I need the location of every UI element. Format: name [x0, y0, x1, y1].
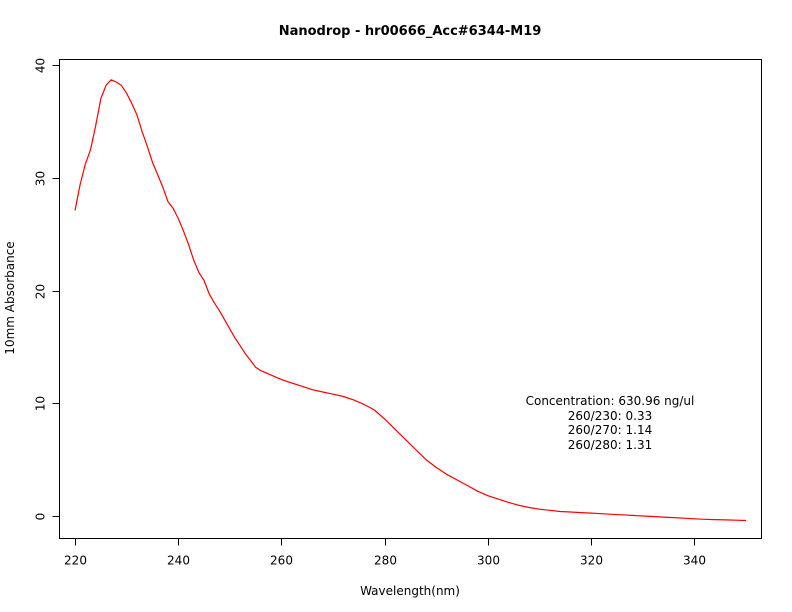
x-tick-label: 320 [580, 554, 603, 568]
y-tick-label: 20 [34, 284, 48, 299]
stats-annotation: Concentration: 630.96 ng/ul 260/230: 0.3… [526, 394, 695, 452]
x-tick-label: 240 [167, 554, 190, 568]
ratio-260-280-text: 260/280: 1.31 [568, 438, 652, 452]
x-tick-label: 280 [374, 554, 397, 568]
y-tick-label: 10 [34, 396, 48, 411]
series-layer [74, 79, 747, 522]
y-axis-label: 10mm Absorbance [3, 241, 17, 354]
x-tick-label: 340 [683, 554, 706, 568]
plot-frame [59, 59, 762, 539]
x-axis: 220 240 260 280 300 320 340 [64, 538, 706, 568]
ratio-260-270-text: 260/270: 1.14 [568, 423, 652, 437]
y-tick-label: 0 [34, 513, 48, 521]
x-tick-label: 220 [64, 554, 87, 568]
y-tick-label: 30 [34, 171, 48, 186]
y-axis: 0 10 20 30 40 [34, 58, 60, 520]
y-tick-label: 40 [34, 58, 48, 73]
ratio-260-230-text: 260/230: 0.33 [568, 409, 652, 423]
absorbance-line [74, 79, 747, 522]
x-tick-label: 260 [270, 554, 293, 568]
x-tick-label: 300 [477, 554, 500, 568]
chart-title: Nanodrop - hr00666_Acc#6344-M19 [279, 24, 542, 39]
concentration-text: Concentration: 630.96 ng/ul [526, 394, 695, 408]
x-axis-label: Wavelength(nm) [360, 584, 460, 598]
